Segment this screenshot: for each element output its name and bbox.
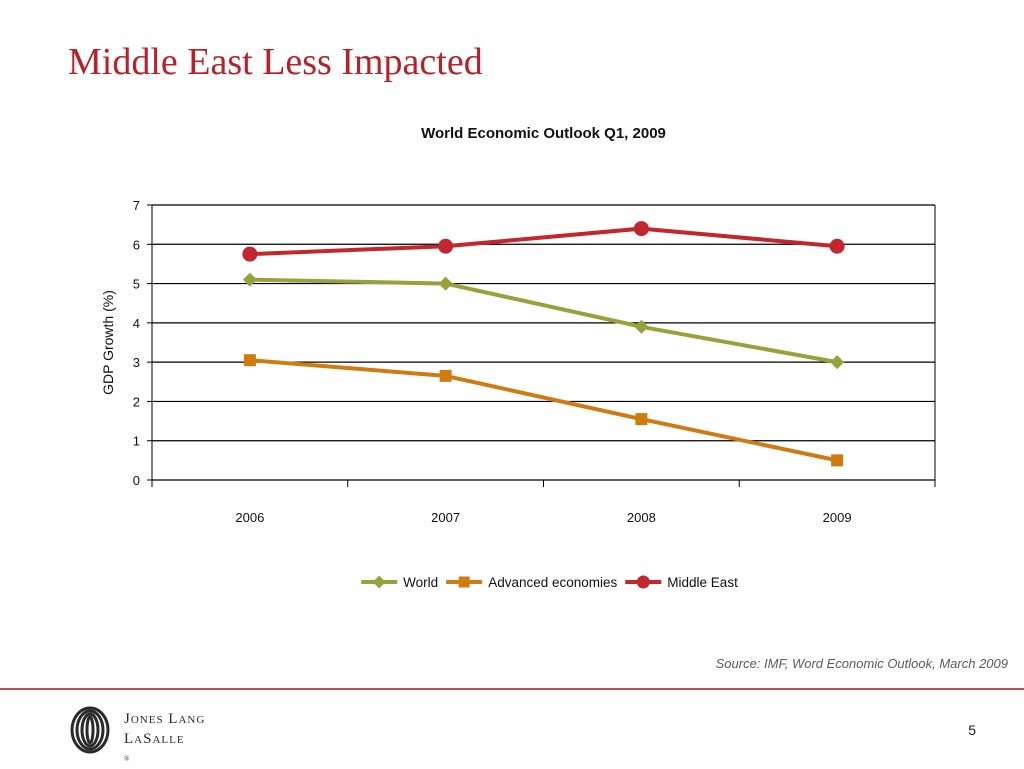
- slide-title: Middle East Less Impacted: [68, 41, 483, 83]
- logo-mark-icon: [70, 706, 110, 754]
- y-tick-label: 2: [133, 394, 140, 409]
- legend-label-middle-east: Middle East: [667, 575, 738, 590]
- data-point-advanced-economies: [635, 413, 648, 426]
- page-number: 5: [968, 722, 976, 738]
- series-line-advanced-economies: [249, 358, 838, 463]
- legend-label-world: World: [403, 575, 438, 590]
- y-tick-label: 6: [133, 237, 140, 252]
- y-tick-label: 1: [133, 434, 140, 449]
- y-axis-label: GDP Growth (%): [100, 290, 116, 395]
- data-point-middle-east: [633, 221, 649, 237]
- footer-divider: [0, 688, 1024, 690]
- x-tick-label: 2009: [823, 510, 852, 525]
- data-point-advanced-economies: [439, 369, 452, 382]
- source-note: Source: IMF, Word Economic Outlook, Marc…: [715, 656, 1008, 671]
- y-tick-label: 7: [133, 198, 140, 213]
- legend-marker-advanced-economies: [458, 576, 470, 588]
- y-tick-label: 4: [133, 316, 140, 331]
- x-tick-label: 2007: [431, 510, 460, 525]
- y-tick-label: 5: [133, 277, 140, 292]
- data-point-middle-east: [242, 246, 258, 262]
- data-point-middle-east: [829, 238, 845, 254]
- legend-label-advanced-economies: Advanced economies: [488, 575, 617, 590]
- series-line-middle-east: [249, 226, 838, 257]
- gdp-line-chart: World Economic Outlook Q1, 2009 0 1 2 3 4 5 6 7 2…: [100, 125, 936, 590]
- logo-text-line2: LaSalle: [124, 731, 185, 747]
- data-point-world: [830, 355, 845, 370]
- data-point-world: [438, 276, 453, 291]
- chart-title: World Economic Outlook Q1, 2009: [421, 125, 666, 142]
- series-line-world: [249, 277, 838, 365]
- company-logo: Jones Lang LaSalle ®: [70, 706, 220, 763]
- legend-marker-world: [372, 575, 386, 589]
- data-point-middle-east: [438, 238, 454, 254]
- x-tick-label: 2008: [627, 510, 656, 525]
- data-point-world: [634, 319, 649, 334]
- logo-registered-mark: ®: [124, 755, 130, 763]
- y-tick-label: 3: [133, 355, 140, 370]
- logo-text-line1: Jones Lang: [124, 711, 206, 727]
- y-tick-label: 0: [133, 473, 140, 488]
- data-point-advanced-economies: [243, 354, 256, 367]
- data-point-world: [242, 272, 257, 287]
- x-tick-label: 2006: [235, 510, 264, 525]
- data-point-advanced-economies: [831, 454, 844, 467]
- legend-marker-middle-east: [636, 575, 650, 589]
